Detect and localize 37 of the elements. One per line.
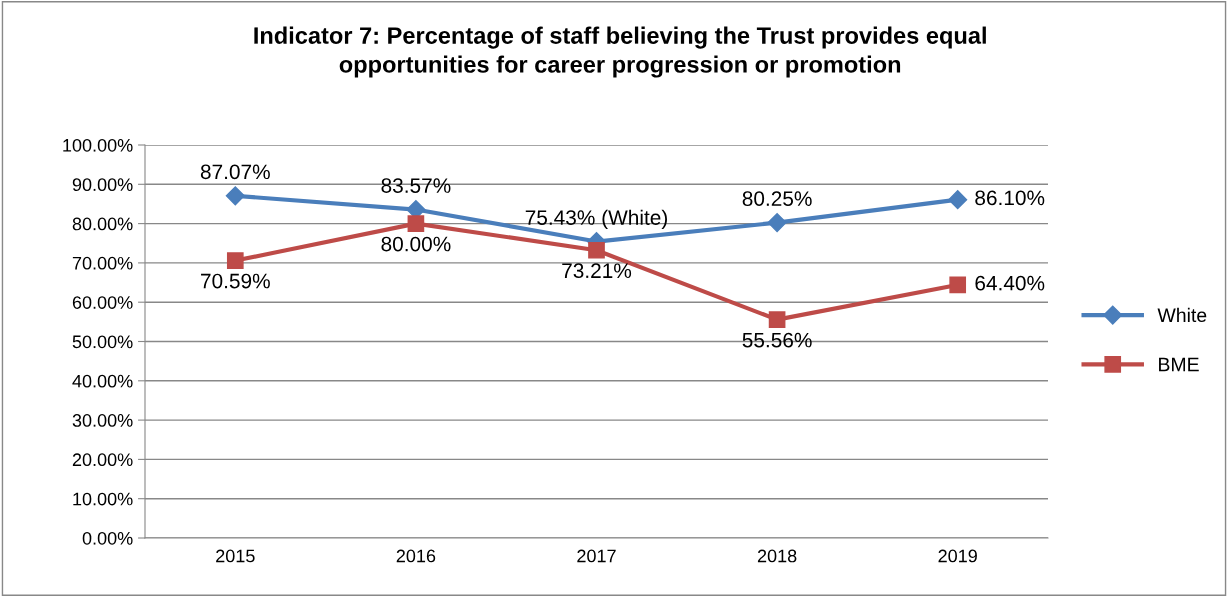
point	[949, 276, 967, 294]
data-label: 73.21%	[562, 263, 632, 279]
y-tick-label: 50.00%	[72, 335, 133, 349]
point	[588, 241, 605, 259]
data-label: 64.40%	[975, 275, 1045, 291]
y-tick-label: 70.00%	[72, 256, 133, 270]
data-label: 55.56%	[742, 332, 812, 348]
y-tick-label: 20.00%	[72, 453, 133, 467]
data-label: 86.10%	[975, 190, 1045, 206]
y-tick-label: 0.00%	[82, 531, 133, 545]
x-tick-label: 2015	[216, 549, 255, 563]
x-tick-label: 2018	[757, 549, 797, 563]
x-tick-label: 2017	[577, 549, 616, 563]
point	[948, 190, 968, 210]
data-label: 80.25%	[742, 191, 812, 206]
x-tick-label: 2019	[938, 549, 977, 563]
data-label: 87.07%	[200, 164, 270, 180]
point	[407, 215, 425, 232]
y-tick-label: 60.00%	[72, 296, 133, 309]
y-tick-label: 30.00%	[72, 414, 133, 427]
y-tick-label: 40.00%	[72, 374, 133, 388]
data-label: 83.57%	[381, 178, 451, 193]
legend-label: BME	[1159, 357, 1199, 372]
y-tick-label: 10.00%	[73, 492, 133, 506]
point	[225, 186, 245, 206]
chart-title: Indicator 7: Percentage of staff believing the Trust provides equal opportunities for career progression or promotion	[254, 26, 986, 78]
data-label: 70.59%	[201, 273, 270, 289]
point	[767, 213, 787, 233]
y-tick-label: 80.00%	[72, 217, 133, 231]
y-tick-label: 100.00%	[63, 138, 133, 152]
legend-label: White	[1157, 307, 1207, 323]
x-tick-label: 2016	[396, 549, 436, 563]
data-label: 80.00%	[381, 236, 451, 252]
point	[226, 252, 244, 269]
point	[768, 311, 786, 328]
data-label: 75.43% (White)	[525, 209, 667, 230]
y-tick-label: 90.00%	[72, 178, 133, 192]
